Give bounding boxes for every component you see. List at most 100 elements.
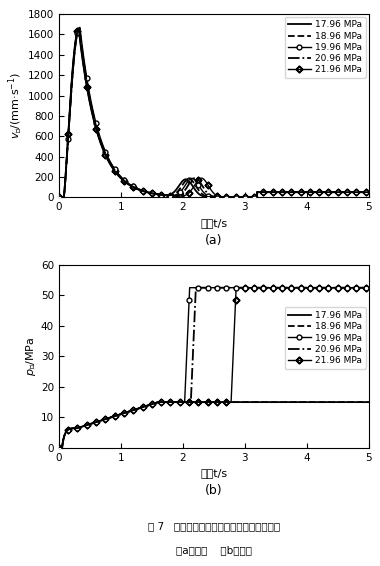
20.96 MPa — [57, 194, 61, 200]
20.96 MPa — [207, 191, 212, 198]
19.96 MPa — [73, 424, 77, 431]
20.96 MPa — [199, 181, 204, 188]
17.96 MPa — [207, 194, 212, 200]
17.96 MPa — [156, 398, 160, 405]
18.96 MPa — [358, 398, 362, 405]
18.96 MPa — [156, 398, 160, 405]
18.96 MPa — [207, 398, 212, 405]
Line: 20.96 MPa: 20.96 MPa — [59, 288, 369, 448]
20.96 MPa — [77, 25, 81, 32]
20.96 MPa — [366, 188, 371, 195]
Text: (a): (a) — [205, 234, 223, 247]
21.96 MPa — [366, 284, 371, 291]
19.96 MPa — [357, 284, 362, 291]
17.96 MPa — [301, 188, 305, 195]
18.96 MPa — [207, 194, 212, 200]
17.96 MPa — [199, 398, 204, 405]
Line: 21.96 MPa: 21.96 MPa — [55, 26, 372, 201]
18.96 MPa — [57, 194, 61, 200]
21.96 MPa — [234, 284, 238, 291]
19.96 MPa — [357, 188, 362, 195]
17.96 MPa — [357, 398, 362, 405]
17.96 MPa — [366, 398, 371, 405]
18.96 MPa — [357, 398, 362, 405]
X-axis label: 时间t/s: 时间t/s — [200, 468, 227, 478]
19.96 MPa — [57, 194, 61, 200]
19.96 MPa — [207, 193, 212, 200]
20.96 MPa — [57, 444, 61, 451]
Text: （a）速度    （b）压力: （a）速度 （b）压力 — [176, 545, 252, 555]
X-axis label: 时间t/s: 时间t/s — [200, 218, 227, 228]
Line: 17.96 MPa: 17.96 MPa — [59, 29, 369, 197]
20.96 MPa — [301, 284, 305, 291]
21.96 MPa — [207, 185, 212, 191]
18.96 MPa — [358, 188, 362, 195]
20.96 MPa — [357, 284, 362, 291]
Line: 19.96 MPa: 19.96 MPa — [57, 25, 371, 200]
19.96 MPa — [366, 284, 371, 291]
20.96 MPa — [73, 424, 77, 431]
20.96 MPa — [199, 284, 204, 291]
20.96 MPa — [358, 188, 362, 195]
21.96 MPa — [73, 424, 77, 431]
19.96 MPa — [301, 188, 305, 195]
21.96 MPa — [199, 398, 204, 405]
17.96 MPa — [358, 188, 362, 195]
17.96 MPa — [366, 188, 371, 195]
21.96 MPa — [207, 398, 212, 405]
21.96 MPa — [57, 444, 61, 451]
18.96 MPa — [366, 188, 371, 195]
19.96 MPa — [301, 284, 305, 291]
Y-axis label: $p_{压}$/MPa: $p_{压}$/MPa — [24, 337, 38, 376]
20.96 MPa — [358, 284, 362, 291]
17.96 MPa — [73, 44, 77, 50]
18.96 MPa — [199, 398, 204, 405]
18.96 MPa — [301, 398, 305, 405]
17.96 MPa — [207, 398, 212, 405]
19.96 MPa — [187, 284, 192, 291]
21.96 MPa — [76, 26, 81, 33]
21.96 MPa — [73, 44, 77, 50]
21.96 MPa — [366, 188, 371, 195]
Line: 18.96 MPa: 18.96 MPa — [59, 28, 369, 197]
17.96 MPa — [57, 444, 61, 451]
17.96 MPa — [73, 424, 77, 431]
18.96 MPa — [199, 190, 204, 197]
20.96 MPa — [207, 284, 212, 291]
21.96 MPa — [301, 284, 305, 291]
Line: 20.96 MPa: 20.96 MPa — [59, 28, 369, 197]
19.96 MPa — [358, 284, 362, 291]
20.96 MPa — [193, 284, 198, 291]
18.96 MPa — [73, 424, 77, 431]
21.96 MPa — [301, 188, 305, 195]
18.96 MPa — [301, 188, 305, 195]
19.96 MPa — [78, 24, 82, 31]
19.96 MPa — [199, 284, 204, 291]
21.96 MPa — [358, 284, 362, 291]
19.96 MPa — [199, 186, 204, 193]
17.96 MPa — [357, 188, 362, 195]
17.96 MPa — [358, 398, 362, 405]
18.96 MPa — [357, 188, 362, 195]
21.96 MPa — [199, 175, 204, 182]
Line: 21.96 MPa: 21.96 MPa — [55, 284, 372, 451]
17.96 MPa — [57, 194, 61, 200]
Y-axis label: $v_{压}$/(mm·s$^{-1}$): $v_{压}$/(mm·s$^{-1}$) — [7, 72, 25, 139]
19.96 MPa — [57, 444, 61, 451]
18.96 MPa — [366, 398, 371, 405]
Line: 18.96 MPa: 18.96 MPa — [59, 402, 369, 448]
20.96 MPa — [366, 284, 371, 291]
Legend: 17.96 MPa, 18.96 MPa, 19.96 MPa, 20.96 MPa, 21.96 MPa: 17.96 MPa, 18.96 MPa, 19.96 MPa, 20.96 M… — [285, 17, 366, 78]
18.96 MPa — [57, 444, 61, 451]
Legend: 17.96 MPa, 18.96 MPa, 19.96 MPa, 20.96 MPa, 21.96 MPa: 17.96 MPa, 18.96 MPa, 19.96 MPa, 20.96 M… — [285, 307, 366, 368]
19.96 MPa — [73, 50, 77, 57]
20.96 MPa — [73, 47, 77, 54]
19.96 MPa — [358, 188, 362, 195]
18.96 MPa — [73, 47, 77, 54]
21.96 MPa — [57, 194, 61, 200]
19.96 MPa — [207, 284, 212, 291]
18.96 MPa — [77, 25, 81, 32]
19.96 MPa — [366, 188, 371, 195]
21.96 MPa — [358, 188, 362, 195]
20.96 MPa — [301, 188, 305, 195]
